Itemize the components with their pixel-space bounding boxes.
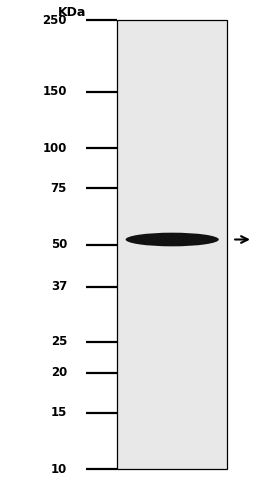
Text: 250: 250 — [43, 14, 67, 27]
Text: 50: 50 — [51, 239, 67, 251]
Text: 75: 75 — [51, 182, 67, 195]
Text: KDa: KDa — [58, 6, 86, 19]
Text: 10: 10 — [51, 463, 67, 476]
Text: 25: 25 — [51, 335, 67, 348]
Text: 37: 37 — [51, 281, 67, 293]
FancyBboxPatch shape — [117, 20, 227, 469]
Text: 100: 100 — [43, 142, 67, 155]
Text: 15: 15 — [51, 407, 67, 419]
Text: 20: 20 — [51, 366, 67, 379]
Text: 150: 150 — [43, 85, 67, 98]
Ellipse shape — [126, 233, 219, 246]
